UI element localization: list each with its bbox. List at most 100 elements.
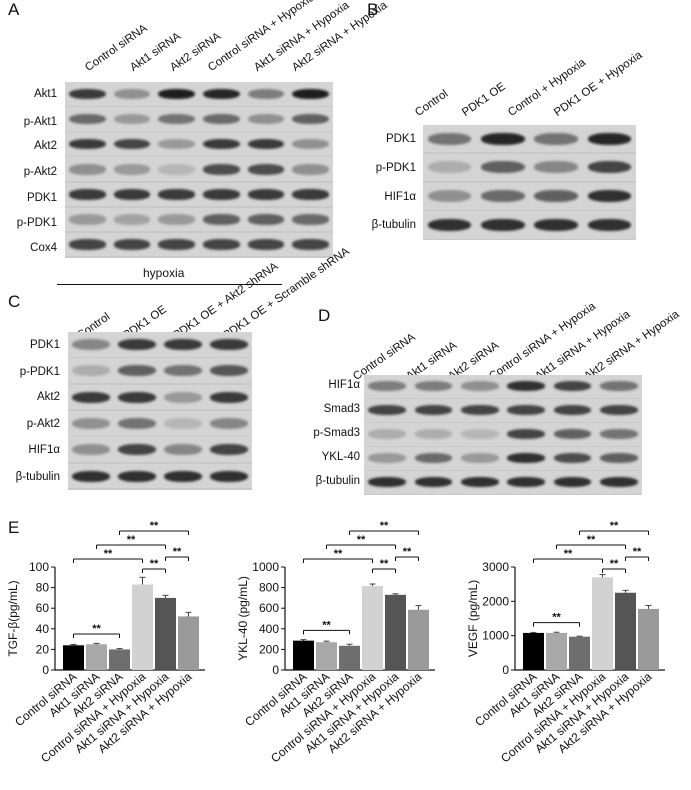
significance-label: ** bbox=[633, 546, 642, 558]
panel-letter-b: B bbox=[367, 0, 379, 19]
blot-band bbox=[210, 417, 248, 429]
blot-band bbox=[69, 214, 106, 225]
blot-band bbox=[292, 113, 329, 125]
blot-band bbox=[481, 218, 525, 231]
blot-band bbox=[164, 365, 202, 377]
blot-band bbox=[553, 477, 592, 488]
blot-band bbox=[587, 190, 632, 203]
row-label-ykl-40: YKL-40 bbox=[321, 451, 360, 463]
blot-band bbox=[507, 429, 546, 440]
blot-band bbox=[247, 113, 285, 125]
blot-band bbox=[203, 239, 240, 250]
row-label-akt1: Akt1 bbox=[33, 88, 57, 100]
blot-band bbox=[247, 214, 285, 225]
blot-band bbox=[460, 453, 499, 464]
row-label-cox4: Cox4 bbox=[30, 242, 57, 254]
bar bbox=[408, 609, 429, 670]
blot-band bbox=[481, 161, 525, 174]
significance-label: ** bbox=[380, 558, 389, 570]
blot-strip bbox=[65, 232, 333, 257]
panel-letter-d: D bbox=[318, 306, 331, 325]
y-tick-label: 2000 bbox=[482, 594, 509, 608]
blot-band bbox=[427, 161, 472, 174]
blot-band bbox=[368, 453, 407, 464]
blot-band bbox=[414, 381, 453, 392]
blot-band bbox=[72, 365, 110, 377]
blot-band bbox=[599, 405, 638, 416]
significance-label: ** bbox=[403, 546, 412, 558]
blot-band bbox=[292, 163, 329, 175]
blot-band bbox=[507, 381, 546, 392]
blot-strip bbox=[65, 157, 333, 182]
blot-band bbox=[158, 138, 195, 150]
blot-band bbox=[247, 138, 285, 150]
panel-letter-e: E bbox=[8, 518, 20, 537]
blot-band bbox=[587, 218, 632, 231]
row-label-p-akt2: p-Akt2 bbox=[26, 418, 60, 430]
row-label-p-smad3: p-Smad3 bbox=[313, 427, 360, 439]
blot-band bbox=[113, 239, 151, 250]
blot-band bbox=[113, 163, 151, 175]
bar bbox=[362, 586, 383, 670]
blot-band bbox=[203, 163, 240, 175]
blot-band bbox=[210, 365, 248, 377]
blot-band bbox=[72, 391, 110, 403]
blot-band bbox=[553, 429, 592, 440]
y-tick-label: 800 bbox=[259, 581, 279, 595]
blot-strip bbox=[68, 332, 252, 357]
blot-band bbox=[113, 138, 151, 150]
blot-band bbox=[368, 405, 407, 416]
blot-band bbox=[460, 429, 499, 440]
blot-band bbox=[292, 189, 329, 200]
blot-strip bbox=[68, 463, 252, 489]
blot-band bbox=[553, 405, 592, 416]
y-tick-label: 600 bbox=[259, 601, 279, 615]
row-label-smad3: Smad3 bbox=[323, 403, 360, 415]
blot-band bbox=[113, 88, 151, 100]
blot-band bbox=[414, 477, 453, 488]
blot-band bbox=[599, 477, 638, 488]
blot-band bbox=[158, 113, 195, 125]
row-label-hif1a: HIF1α bbox=[328, 379, 360, 391]
y-tick-label: 1000 bbox=[482, 629, 509, 643]
hypoxia-line bbox=[57, 284, 282, 285]
lane-label: PDK1 OE + Hypoxia bbox=[552, 49, 645, 120]
y-tick-label: 3000 bbox=[482, 560, 509, 574]
row-label-p-pdk1: p-PDK1 bbox=[375, 162, 416, 174]
row-label-akt2: Akt2 bbox=[33, 140, 57, 152]
blot-image bbox=[423, 125, 636, 240]
y-tick-label: 60 bbox=[36, 601, 50, 615]
bar bbox=[339, 645, 360, 670]
bar bbox=[523, 632, 544, 670]
blot-band bbox=[164, 391, 202, 403]
blot-image bbox=[65, 82, 333, 258]
blot-band bbox=[158, 189, 195, 200]
y-axis-label: TGF-β(pg/mL) bbox=[6, 580, 20, 656]
significance-label: ** bbox=[173, 546, 182, 558]
blot-band bbox=[553, 381, 592, 392]
y-tick-label: 0 bbox=[272, 663, 279, 677]
blot-band bbox=[247, 239, 285, 250]
blot-band bbox=[414, 405, 453, 416]
significance-label: ** bbox=[587, 534, 596, 546]
blot-band bbox=[599, 453, 638, 464]
blot-band bbox=[118, 470, 156, 482]
blot-band bbox=[118, 365, 156, 377]
bar bbox=[109, 649, 130, 670]
blot-panel-a: Control siRNA Akt1 siRNA Akt2 siRNA Cont… bbox=[0, 0, 389, 290]
blot-band bbox=[72, 417, 110, 429]
blot-strip bbox=[423, 153, 636, 181]
significance-label: ** bbox=[334, 548, 343, 560]
blot-band bbox=[210, 470, 248, 482]
y-tick-label: 80 bbox=[36, 581, 50, 595]
blot-band bbox=[158, 88, 195, 100]
blot-band bbox=[113, 113, 151, 125]
blot-band bbox=[210, 338, 248, 350]
significance-label: ** bbox=[564, 548, 573, 560]
blot-band bbox=[164, 338, 202, 350]
blot-band bbox=[118, 338, 156, 350]
row-label-beta-tubulin: β-tubulin bbox=[371, 219, 416, 231]
y-tick-label: 0 bbox=[42, 663, 49, 677]
row-label-p-akt1: p-Akt1 bbox=[23, 116, 57, 128]
blot-band bbox=[368, 381, 407, 392]
